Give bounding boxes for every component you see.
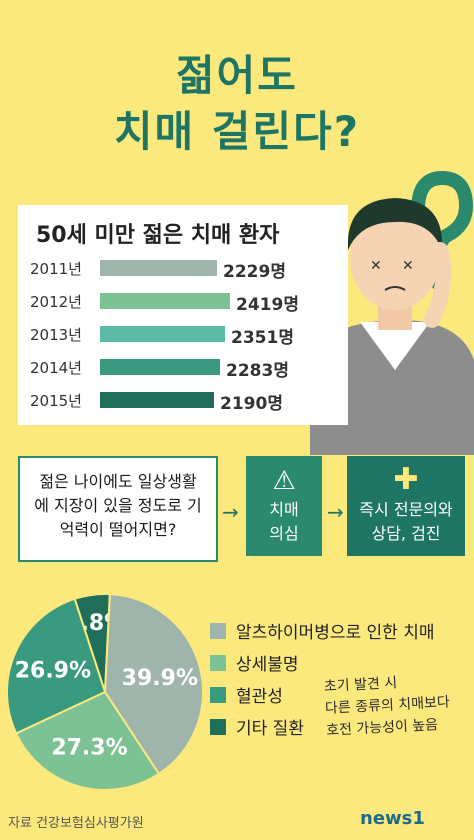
arrow-right-icon: →: [222, 500, 239, 524]
legend-swatch: [210, 686, 226, 703]
flow-step-consult: ✚ 즉시 전문의와 상담, 검진: [347, 456, 465, 556]
legend-label: 알츠하이머병으로 인한 치매: [236, 623, 435, 643]
bar-year-label: 2011년: [30, 260, 82, 278]
bar: [100, 359, 220, 375]
title-line-2: 치매 걸린다?: [113, 107, 361, 156]
legend-swatch: [210, 622, 226, 639]
bar-year-label: 2015년: [30, 392, 82, 410]
bar-year-label: 2014년: [30, 359, 82, 377]
legend-swatch: [210, 718, 226, 735]
warning-icon: ⚠: [272, 466, 296, 496]
flow-step-suspect: ⚠ 치매 의심: [246, 456, 322, 556]
bar-year-label: 2012년: [30, 293, 82, 311]
bar-value-label: 2229명: [223, 262, 286, 282]
pie-slice-label: 39.9%: [122, 666, 198, 691]
legend-label: 상세불명: [236, 655, 299, 675]
flow-step-memory: 젊은 나이에도 일상생활에 지장이 있을 정도로 기억력이 떨어지면?: [18, 456, 218, 562]
bar-value-label: 2190명: [220, 394, 283, 414]
bar-chart-title: 50세 미만 젊은 치매 환자: [36, 223, 280, 248]
bar-chart-panel: 50세 미만 젊은 치매 환자 2011년 2229명 2012년 2419명 2013…: [18, 205, 348, 425]
svg-text:✕: ✕: [370, 258, 382, 274]
brand-logo: news1: [360, 808, 425, 829]
pie-chart: 5.8%39.9%27.3%26.9%: [6, 593, 204, 791]
plus-icon: ✚: [393, 462, 419, 497]
bar: [100, 392, 214, 408]
source-credit: 자료 건강보험심사평가원: [8, 816, 144, 831]
bar-value-label: 2419명: [236, 295, 299, 315]
confused-person-illustration: ✕ ✕: [310, 170, 474, 455]
bar-year-label: 2013년: [30, 326, 82, 344]
title-line-1: 젊어도: [176, 51, 298, 100]
bar: [100, 326, 225, 342]
arrow-right-icon: →: [327, 500, 344, 524]
flow-step-consult-line2: 상담, 검진: [371, 524, 441, 543]
flow-step-suspect-line1: 치매: [269, 500, 299, 519]
bar-value-label: 2283명: [226, 361, 289, 381]
flow-step-suspect-line2: 의심: [269, 524, 299, 543]
pie-slice: [6, 597, 107, 735]
bar-value-label: 2351명: [231, 328, 294, 348]
legend-item: 상세불명: [210, 650, 299, 675]
svg-text:✕: ✕: [402, 258, 414, 274]
pie-slice-label: 27.3%: [51, 736, 127, 761]
legend-label: 혈관성: [236, 687, 283, 707]
legend-item: 기타 질환: [210, 714, 304, 739]
bar: [100, 293, 230, 309]
flow-step-memory-text: 젊은 나이에도 일상생활에 지장이 있을 정도로 기억력이 떨어지면?: [34, 472, 202, 539]
pie-slice: [14, 690, 161, 791]
bar: [100, 260, 217, 276]
legend-swatch: [210, 654, 226, 671]
flow-step-consult-line1: 즉시 전문의와: [359, 500, 453, 519]
legend-label: 기타 질환: [236, 719, 304, 739]
pie-slice-label: 26.9%: [15, 658, 91, 683]
legend-item: 혈관성: [210, 682, 283, 707]
annotation-note: 초기 발견 시 다른 종류의 치매보다 호전 가능성이 높음: [323, 668, 474, 742]
legend-item: 알츠하이머병으로 인한 치매: [210, 618, 435, 643]
